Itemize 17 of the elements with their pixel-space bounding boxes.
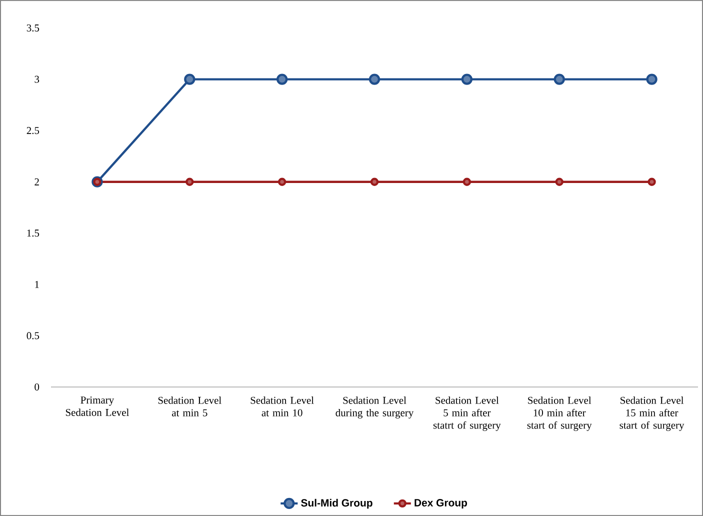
y-tick-label: 0.5 [26,332,40,340]
x-tick-label: Sedation Level at min 5 [158,396,222,416]
y-tick-label: 1 [35,280,39,288]
y-tick-label: 2.5 [26,127,40,134]
x-tick-label: Sedation Level at min 10 [250,396,314,416]
x-tick-label: Primary Sedation Level [66,396,129,416]
y-tick-label: 0 [34,383,40,391]
x-tick-label: Sedation Level 5 min after statrt of surgery [433,396,501,431]
y-tick-label: 1.5 [27,230,40,237]
x-tick-label: Sedation Level during the surgery [336,396,414,418]
legend-label: Sul-Mid Group [301,498,372,509]
y-tick-label: 3.5 [26,24,40,32]
legend-label: Dex Group [414,499,468,509]
y-tick-label: 2 [34,178,39,186]
x-tick-label: Sedation Level 10 min after start of surgery [527,396,592,431]
x-tick-label: Sedation Level 15 min after start of surgery [620,396,684,431]
y-tick-label: 3 [34,76,40,83]
